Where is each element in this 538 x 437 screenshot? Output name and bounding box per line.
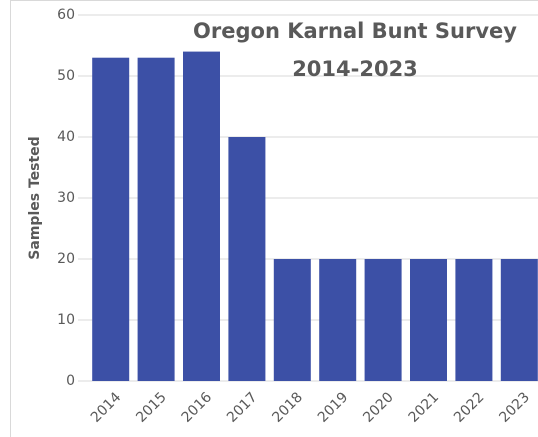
bar (455, 259, 493, 381)
bar (228, 137, 266, 381)
bar (92, 57, 130, 381)
x-tick-label: 2017 (224, 389, 261, 426)
y-axis-title: Samples Tested (27, 136, 43, 259)
bar (319, 259, 357, 381)
y-tick-label: 40 (57, 129, 75, 145)
bar (183, 51, 220, 381)
x-tick-label: 2021 (406, 389, 443, 426)
x-tick-label: 2018 (269, 389, 306, 426)
x-tick-label: 2019 (315, 389, 352, 426)
x-tick-label: 2014 (88, 389, 125, 426)
chart-title: Oregon Karnal Bunt Survey (193, 19, 517, 43)
y-tick-label: 0 (66, 373, 75, 389)
bar (364, 259, 402, 381)
y-tick-label: 30 (57, 190, 75, 206)
y-tick-label: 60 (57, 7, 75, 23)
y-tick-label: 20 (57, 251, 75, 267)
y-tick-label: 50 (57, 68, 75, 84)
bar (137, 57, 175, 381)
x-tick-label: 2020 (360, 389, 397, 426)
bar (273, 259, 311, 381)
x-tick-label: 2016 (179, 389, 216, 426)
x-tick-label: 2022 (451, 389, 488, 426)
chart-title: 2014-2023 (292, 57, 418, 81)
chart-border (10, 0, 538, 437)
bar (410, 259, 447, 381)
bar (500, 259, 538, 381)
x-tick-label: 2023 (496, 389, 533, 426)
x-tick-label: 2015 (133, 389, 170, 426)
y-tick-label: 10 (57, 312, 75, 328)
